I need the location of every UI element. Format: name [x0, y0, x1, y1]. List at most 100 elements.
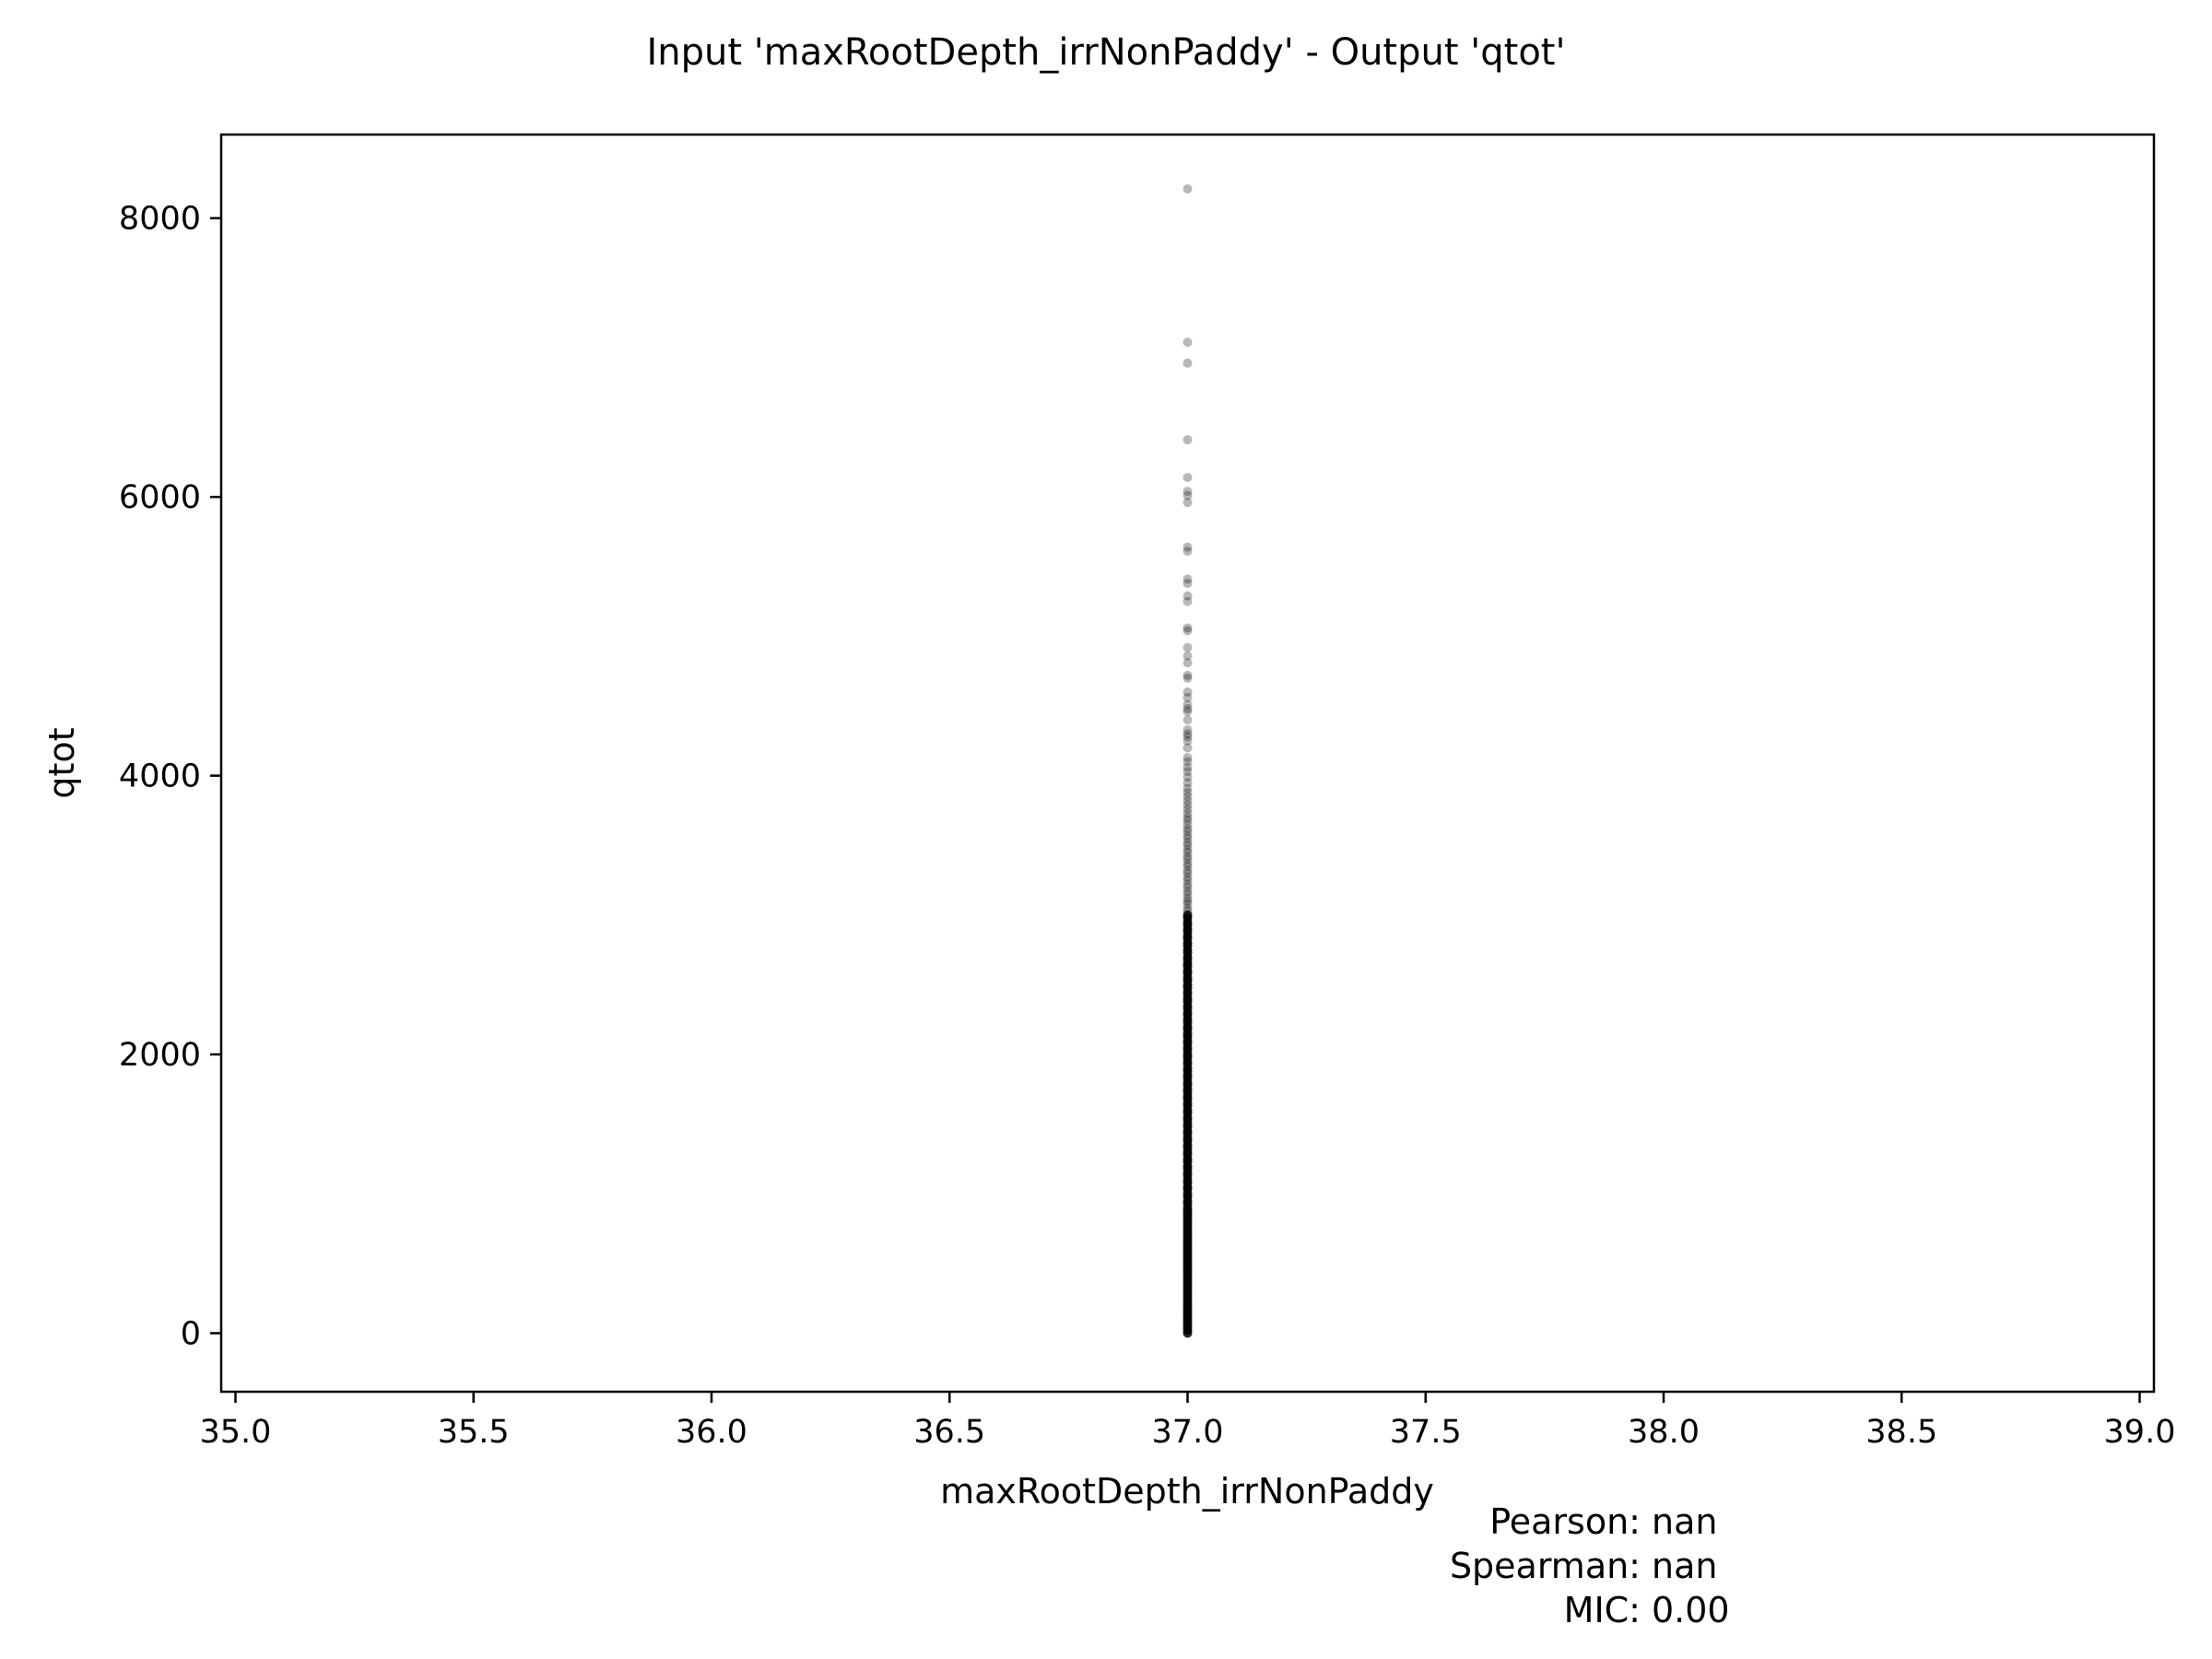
y-axis: 0 2000 4000 6000 8000 [119, 201, 221, 1352]
data-point [1182, 687, 1193, 697]
data-point [1182, 804, 1193, 814]
data-point [1182, 642, 1193, 653]
data-point [1182, 473, 1193, 482]
x-tick-label: 37.5 [1390, 1414, 1462, 1451]
stat-value: nan [1652, 1501, 1717, 1542]
data-point [1182, 889, 1193, 900]
data-point [1182, 873, 1193, 882]
data-point [1182, 337, 1193, 347]
data-point [1182, 498, 1193, 508]
data-point [1182, 767, 1193, 777]
x-tick-label: 35.5 [438, 1414, 510, 1451]
data-point [1182, 879, 1193, 889]
data-point [1182, 899, 1193, 909]
data-point [1182, 692, 1193, 702]
data-point [1182, 757, 1193, 767]
data-point [1182, 893, 1193, 903]
data-point [1182, 858, 1193, 868]
data-point [1182, 670, 1193, 680]
data-point [1182, 762, 1193, 772]
chart-title: Input 'maxRootDepth_irrNonPaddy' - Outpu… [647, 31, 1566, 74]
data-point [1182, 812, 1193, 822]
data-point [1182, 578, 1193, 588]
data-point [1182, 435, 1193, 445]
x-axis: 35.0 35.5 36.0 36.5 37.0 37.5 38.0 38.5 39.0 [200, 1392, 2176, 1451]
y-tick-label: 2000 [119, 1037, 201, 1074]
data-point [1182, 819, 1193, 830]
data-point [1182, 896, 1193, 906]
data-point [1182, 574, 1193, 584]
data-point [1182, 704, 1193, 714]
data-point [1182, 854, 1193, 865]
data-point [1182, 861, 1193, 871]
data-point [1182, 852, 1193, 862]
x-tick-label: 37.0 [1152, 1414, 1224, 1451]
data-point [1182, 882, 1193, 892]
data-point [1182, 800, 1193, 810]
x-tick-label: 39.0 [2104, 1414, 2176, 1451]
data-point [1182, 783, 1193, 794]
data-point [1182, 715, 1193, 725]
data-point [1182, 838, 1193, 848]
data-point [1182, 772, 1193, 782]
stat-label: Pearson: [1489, 1501, 1641, 1542]
x-tick-label: 36.5 [913, 1414, 985, 1451]
data-point [1182, 844, 1193, 854]
data-point [1182, 673, 1193, 683]
data-points [1182, 183, 1193, 1338]
data-point [1182, 735, 1193, 746]
data-point [1182, 903, 1193, 913]
data-point [1182, 808, 1193, 818]
data-point [1182, 876, 1193, 886]
data-point [1182, 700, 1193, 710]
data-point [1182, 359, 1193, 368]
data-point [1182, 865, 1193, 876]
data-point [1182, 658, 1193, 668]
x-tick-label: 36.0 [676, 1414, 747, 1451]
data-point [1182, 591, 1193, 601]
x-axis-label: maxRootDepth_irrNonPaddy [940, 1471, 1434, 1512]
data-point [1182, 707, 1193, 717]
stat-label: Spearman: [1450, 1546, 1641, 1586]
data-point [1182, 743, 1193, 753]
data-point [1182, 596, 1193, 606]
stat-value: nan [1652, 1546, 1717, 1586]
data-point [1182, 841, 1193, 851]
stat-value: 0.00 [1652, 1590, 1730, 1630]
data-point [1182, 824, 1193, 834]
y-tick-label: 4000 [119, 759, 201, 795]
data-point [1182, 752, 1193, 762]
data-point [1182, 792, 1193, 802]
data-point [1182, 490, 1193, 500]
y-tick-label: 0 [181, 1315, 201, 1352]
data-point [1182, 487, 1193, 497]
correlation-stats: Pearson: nan Spearman: nan MIC: 0.00 [1450, 1501, 1730, 1630]
data-point [1182, 887, 1193, 897]
data-point [1182, 816, 1193, 825]
data-point [1182, 833, 1193, 843]
y-tick-label: 8000 [119, 201, 201, 238]
data-point [1182, 547, 1193, 557]
data-point [1182, 623, 1193, 633]
stat-label: MIC: [1564, 1590, 1641, 1630]
y-axis-label: qtot [41, 727, 82, 798]
data-point [1182, 183, 1193, 194]
data-point [1182, 626, 1193, 636]
data-point [1182, 651, 1193, 661]
data-point [1182, 778, 1193, 788]
x-tick-label: 35.0 [200, 1414, 272, 1451]
data-point [1182, 1328, 1193, 1338]
data-point [1182, 827, 1193, 837]
data-point [1182, 830, 1193, 841]
data-point [1182, 729, 1193, 739]
data-point [1182, 787, 1193, 797]
data-point [1182, 847, 1193, 857]
x-tick-label: 38.0 [1628, 1414, 1700, 1451]
data-point [1182, 724, 1193, 735]
data-point [1182, 732, 1193, 742]
y-tick-label: 6000 [119, 479, 201, 516]
data-point [1182, 868, 1193, 878]
data-point [1182, 795, 1193, 806]
